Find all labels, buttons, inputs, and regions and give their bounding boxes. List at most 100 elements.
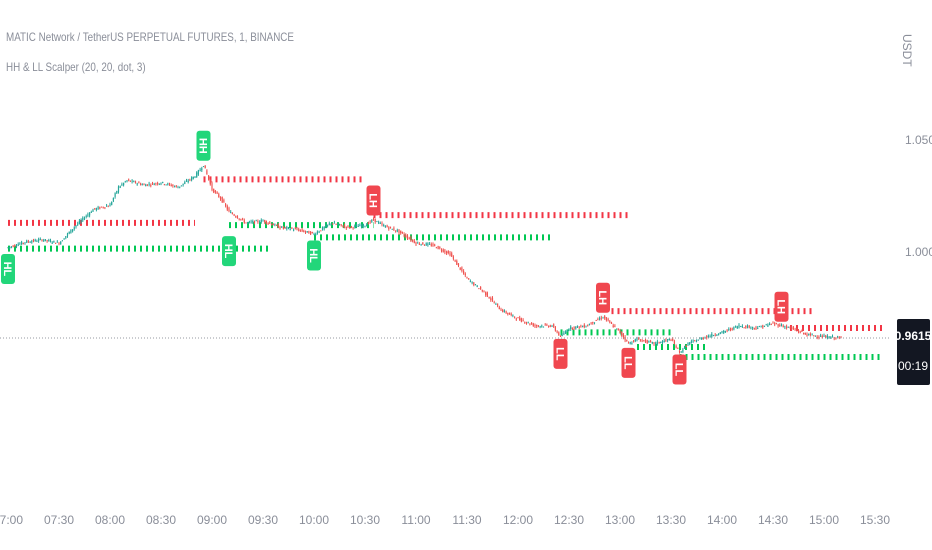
candle-body — [85, 216, 87, 218]
candle-body — [801, 330, 803, 332]
candle-body — [571, 327, 573, 329]
candle-body — [729, 329, 732, 331]
candle-body — [777, 324, 779, 327]
candle-body — [257, 220, 259, 222]
candle-body — [779, 324, 781, 327]
candle-body — [488, 296, 490, 299]
candle-body — [461, 267, 463, 271]
candle-body — [230, 212, 232, 214]
candle-body — [276, 224, 278, 226]
candle-body — [786, 326, 788, 328]
candle-body — [48, 240, 50, 242]
candle-body — [799, 331, 801, 333]
candle-body — [804, 332, 806, 335]
candle-body — [315, 234, 317, 236]
candle-body — [731, 328, 733, 330]
candle-body — [432, 243, 434, 246]
candle-body — [354, 225, 356, 227]
price-axis-unit: USDT — [900, 34, 914, 67]
candle-body — [536, 324, 538, 327]
swing-label-hh: HH — [196, 130, 211, 161]
candle-body — [401, 231, 403, 234]
candle-body — [145, 184, 147, 187]
candle-body — [116, 190, 118, 194]
candle-body — [796, 329, 798, 331]
candle-body — [750, 327, 752, 329]
svg-text:HL: HL — [307, 248, 319, 263]
candle-body — [194, 177, 196, 179]
time-axis[interactable]: 07:00 07:30 08:00 08:30 09:00 09:30 10:00 10:30… — [0, 513, 890, 527]
candle-body — [534, 325, 536, 327]
candle-body — [660, 341, 662, 344]
candle-body — [168, 183, 171, 185]
candle-body — [114, 193, 116, 197]
indicator-legend[interactable]: HH & LL Scalper (20, 20, dot, 3) — [6, 60, 146, 74]
candle-body — [758, 326, 760, 328]
candle-body — [491, 298, 494, 301]
candle-body — [675, 345, 677, 348]
candle-body — [226, 206, 228, 210]
candle-body — [622, 334, 624, 338]
candle-body — [321, 227, 324, 231]
candle-body — [733, 326, 735, 330]
candle-body — [837, 336, 839, 338]
candle-body — [21, 241, 23, 245]
candle-body — [247, 222, 249, 224]
candle-body — [66, 233, 69, 236]
candle-body — [597, 319, 599, 321]
candle-body — [282, 227, 284, 229]
x-tick-label: 11:30 — [452, 513, 481, 527]
candle-body — [667, 339, 669, 341]
svg-text:LH: LH — [775, 299, 787, 314]
candle-body — [602, 317, 604, 319]
candle-body — [236, 216, 239, 219]
candle-body — [49, 240, 52, 243]
x-tick-label: 12:00 — [503, 513, 533, 527]
candle-body — [155, 183, 157, 185]
candle-body — [211, 183, 213, 190]
y-tick-label: 1.0500 — [905, 133, 932, 147]
candle-body — [486, 292, 488, 297]
candle-body — [55, 242, 57, 244]
candle-body — [100, 206, 103, 208]
candle-body — [724, 330, 726, 332]
candle-body — [648, 341, 650, 343]
candle-body — [340, 224, 342, 226]
candle-body — [631, 342, 633, 344]
candle-body — [136, 183, 138, 185]
candle-body — [410, 237, 412, 241]
candle-body — [794, 329, 796, 331]
candle-body — [429, 243, 431, 245]
candle-body — [196, 172, 198, 178]
candle-body — [672, 338, 674, 341]
candle-body — [29, 241, 31, 243]
candle-body — [515, 318, 517, 320]
candle-body — [762, 325, 764, 328]
candle-body — [520, 318, 522, 322]
candle-body — [743, 327, 745, 329]
candle-body — [447, 251, 449, 253]
candle-body — [26, 240, 28, 243]
candle-body — [546, 324, 548, 326]
svg-text:HL: HL — [222, 244, 234, 259]
candle-body — [760, 326, 762, 328]
candle-body — [141, 184, 143, 186]
candle-body — [367, 222, 369, 225]
candle-body — [330, 223, 332, 225]
candle-body — [748, 325, 750, 328]
candle-body — [529, 323, 531, 325]
candle-body — [32, 239, 35, 242]
candle-body — [311, 231, 313, 233]
candle-body — [757, 328, 759, 330]
candle-body — [474, 284, 477, 286]
candle-body — [7, 247, 9, 249]
candle-body — [502, 309, 504, 312]
candle-body — [167, 183, 169, 185]
candle-body — [318, 231, 320, 233]
candle-body — [719, 332, 721, 334]
candle-body — [792, 327, 794, 329]
candle-body — [214, 191, 216, 193]
